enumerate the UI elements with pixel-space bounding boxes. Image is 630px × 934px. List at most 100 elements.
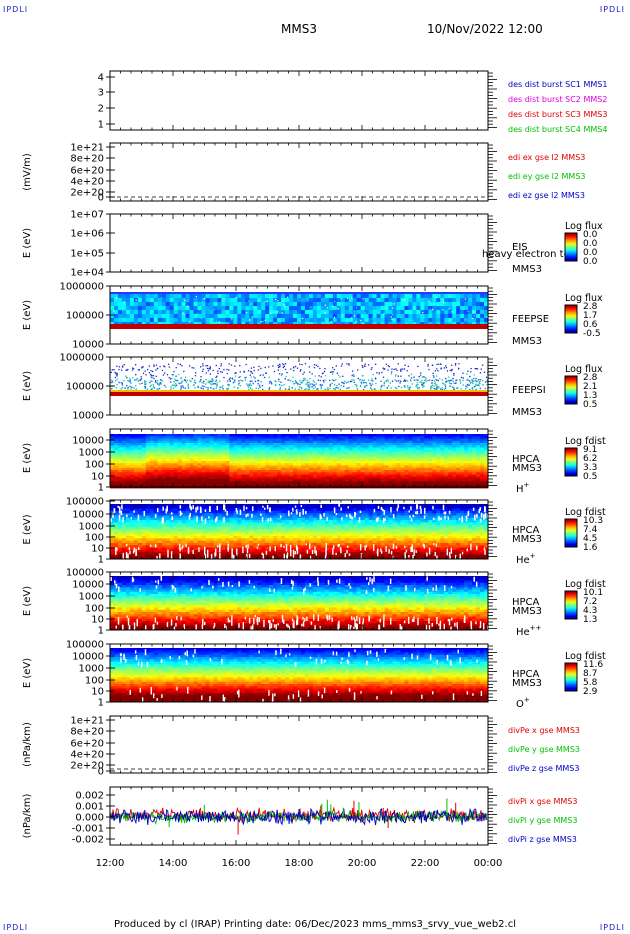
feepsi-speck: [427, 365, 429, 367]
spectro-cell: [424, 454, 429, 457]
spectro-cell: [432, 456, 437, 460]
feepse-speck: [283, 309, 286, 311]
feepse-cell: [340, 314, 346, 319]
feepsi-speck: [133, 368, 135, 370]
spectro-cell: [241, 481, 246, 484]
feepsi-speck: [444, 384, 447, 386]
colorbar-tick-label: 0.0: [583, 257, 598, 267]
feepsi-speck: [278, 373, 281, 375]
feepsi-speck: [163, 365, 165, 367]
feepse-cell: [153, 314, 159, 319]
spectro-cell: [320, 458, 326, 462]
y-axis-label: (mV/m): [22, 153, 33, 191]
spectro-cell: [400, 436, 405, 439]
feepse-cell: [121, 298, 127, 303]
spectro-cell: [125, 549, 131, 553]
feepse-cell: [213, 302, 218, 307]
spectro-cell: [153, 458, 159, 462]
spectro-cell: [388, 481, 393, 484]
spectro-cell: [408, 447, 413, 451]
spectro-cell: [137, 474, 143, 478]
feepsi-speck: [234, 372, 236, 374]
feepse-cell: [408, 298, 413, 303]
feepse-cell: [340, 294, 346, 299]
spectro-cell: [145, 438, 151, 442]
feepse-speck: [115, 298, 117, 300]
spectro-cell: [169, 456, 175, 460]
spectro-cell: [121, 449, 127, 453]
spectro-cell: [125, 483, 131, 487]
spectro-cell: [472, 434, 477, 437]
spectro-cell: [320, 463, 326, 466]
feepse-cell: [472, 298, 477, 303]
spectro-cell: [141, 454, 147, 457]
feepsi-speck: [402, 368, 404, 370]
spectro-cell: [472, 461, 477, 464]
spectro-cell: [241, 479, 246, 482]
spectro-cell: [193, 474, 198, 478]
spectro-cell: [408, 438, 413, 442]
feepse-cell: [265, 294, 270, 299]
feepsi-speck: [121, 386, 124, 389]
spectro-cell: [460, 436, 465, 439]
spectro-cell: [308, 461, 314, 464]
spectro-cell: [257, 479, 262, 482]
spectro-cell: [145, 447, 151, 451]
spectro-cell: [388, 474, 393, 478]
spectro-cell: [141, 476, 147, 480]
spectro-cell: [157, 447, 163, 451]
spectro-cell: [197, 476, 202, 480]
feepse-cell: [304, 302, 310, 307]
spectro-cell: [400, 447, 405, 451]
spectro-cell: [257, 472, 262, 475]
feepse-cell: [368, 318, 373, 323]
spectro-cell: [456, 472, 461, 475]
spectro-cell: [432, 483, 437, 487]
feepsi-speck: [371, 380, 374, 382]
spectro-cell: [384, 483, 389, 487]
feepse-cell: [384, 294, 389, 299]
spectro-cell: [233, 476, 238, 480]
feepse-cell: [396, 302, 401, 307]
feepse-speck: [383, 318, 385, 321]
spectro-cell: [125, 465, 131, 469]
spectro-cell: [257, 447, 262, 451]
spectro-cell: [480, 474, 485, 478]
spectro-cell: [336, 440, 342, 444]
spectro-cell: [209, 472, 214, 475]
spectro-cell: [241, 436, 246, 439]
feepsi-speck: [270, 381, 272, 384]
spectro-cell: [169, 465, 175, 469]
feepse-cell: [416, 302, 421, 307]
feepse-cell: [448, 318, 453, 323]
spectro-cell: [428, 479, 433, 482]
spectro-cell: [177, 479, 183, 482]
feepse-cell: [110, 298, 115, 303]
spectro-cell: [432, 436, 437, 439]
feepsi-speck: [197, 385, 199, 387]
spectro-cell: [281, 434, 286, 437]
spectro-cell: [384, 476, 389, 480]
spectro-cell: [384, 436, 389, 439]
spectro-cell: [245, 481, 250, 484]
feepsi-speck: [425, 379, 427, 381]
spectro-cell: [165, 438, 171, 442]
feepsi-speck: [485, 376, 488, 379]
feepsi-speck: [474, 367, 476, 370]
spectro-cell: [480, 438, 485, 442]
spectro-cell: [253, 481, 258, 484]
spectro-cell: [392, 438, 397, 442]
spectro-cell: [416, 465, 421, 469]
spectro-cell: [113, 449, 119, 453]
feepsi-speck: [288, 386, 291, 388]
spectro-cell: [476, 456, 481, 460]
spectro-cell: [161, 436, 167, 439]
feepse-speck: [135, 299, 137, 301]
spectro-cell: [452, 436, 457, 439]
feepse-cell: [364, 314, 369, 319]
spectro-cell: [340, 438, 346, 442]
feepsi-speck: [126, 384, 128, 387]
colorbar-tick-label: 0.5: [583, 472, 597, 482]
spectro-cell: [348, 481, 354, 484]
